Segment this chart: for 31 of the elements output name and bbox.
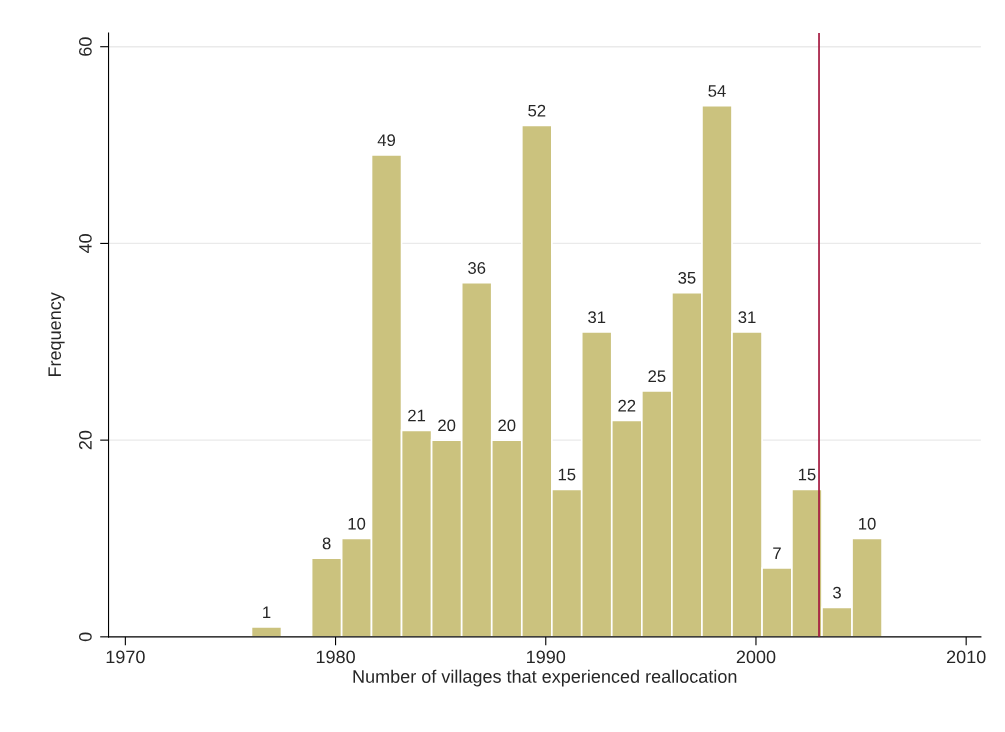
x-tick-label: 1980 — [316, 650, 355, 664]
data-label: 49 — [377, 134, 396, 147]
data-label: 52 — [528, 104, 546, 117]
data-label: 20 — [438, 419, 456, 432]
data-label: 7 — [773, 547, 781, 559]
data-label: 54 — [708, 85, 726, 97]
y-axis-title: Frequency — [48, 292, 65, 377]
data-label: 31 — [738, 311, 756, 324]
data-label: 20 — [498, 419, 516, 432]
data-label: 8 — [322, 537, 331, 550]
data-label: 10 — [859, 517, 876, 530]
y-tick-label: 60 — [78, 37, 92, 56]
data-label: 21 — [408, 409, 426, 422]
x-tick-label: 1990 — [527, 650, 566, 664]
data-label: 15 — [798, 468, 816, 481]
x-tick-label: 2000 — [736, 650, 776, 664]
x-tick-label: 2010 — [946, 650, 986, 664]
data-label: 10 — [348, 517, 366, 530]
data-label: 35 — [678, 271, 696, 284]
x-tick-label: 1970 — [106, 650, 145, 664]
data-label: 1 — [263, 606, 271, 618]
y-tick-label: 0 — [78, 632, 92, 642]
data-label: 15 — [558, 468, 576, 481]
x-axis-title: Number of villages that experienced reallocation — [353, 669, 737, 687]
data-label: 36 — [468, 262, 486, 274]
data-label: 31 — [588, 311, 606, 324]
data-label: 25 — [648, 370, 666, 383]
y-tick-label: 20 — [78, 430, 92, 450]
y-tick-label: 40 — [78, 234, 92, 254]
data-label: 3 — [833, 586, 841, 599]
data-label: 22 — [618, 399, 636, 412]
